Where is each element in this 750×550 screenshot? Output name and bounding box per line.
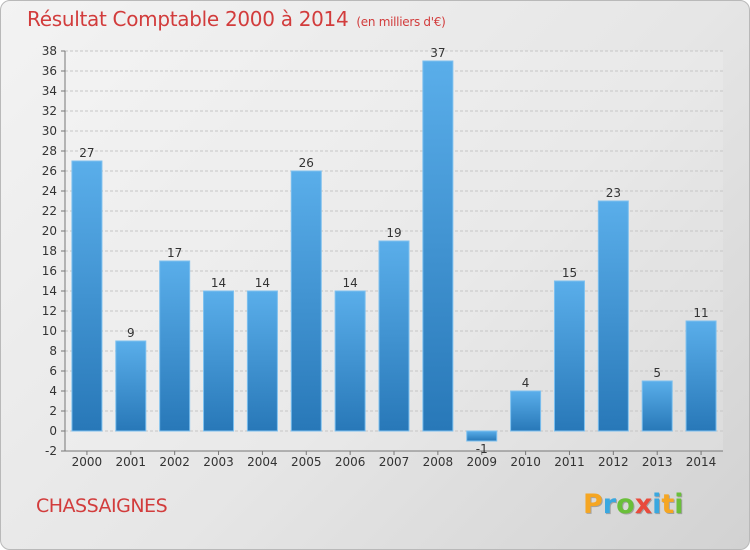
- logo-letter: i: [674, 489, 684, 520]
- bar-2003: [203, 290, 235, 432]
- bar: [246, 290, 278, 432]
- data-label: 4: [522, 376, 530, 390]
- data-label: 9: [127, 326, 135, 340]
- x-tick-label: 2002: [159, 455, 190, 469]
- bar-2001: [115, 340, 147, 432]
- logo-letter: o: [616, 489, 635, 520]
- bar-2012: [597, 200, 629, 432]
- data-label: 23: [606, 186, 621, 200]
- y-tick-label: 4: [49, 384, 57, 398]
- x-tick-label: 2012: [598, 455, 629, 469]
- bar-2000: [71, 160, 103, 432]
- bar: [290, 170, 322, 432]
- y-tick-label: 16: [42, 264, 57, 278]
- x-tick-label: 2008: [423, 455, 454, 469]
- y-tick-label: 14: [42, 284, 57, 298]
- logo-letter: r: [602, 489, 617, 520]
- x-tick-label: 2013: [642, 455, 673, 469]
- data-label: 27: [79, 146, 94, 160]
- bar-2004: [246, 290, 278, 432]
- y-tick-label: 2: [49, 404, 57, 418]
- bar: [685, 320, 717, 432]
- bar: [115, 340, 147, 432]
- y-tick-label: 38: [42, 44, 57, 58]
- bar-2010: [510, 390, 542, 432]
- logo-letter: t: [661, 489, 675, 520]
- bar: [422, 60, 454, 432]
- bar-2006: [334, 290, 366, 432]
- y-tick-label: 28: [42, 144, 57, 158]
- y-tick-label: 32: [42, 104, 57, 118]
- data-label: 26: [299, 156, 314, 170]
- bar-2007: [378, 240, 410, 432]
- data-label: 14: [211, 276, 226, 290]
- data-label: -1: [476, 442, 488, 456]
- x-tick-label: 2004: [247, 455, 278, 469]
- y-tick-label: 34: [42, 84, 57, 98]
- bar-2008: [422, 60, 454, 432]
- y-tick-label: 10: [42, 324, 57, 338]
- y-tick-label: 6: [49, 364, 57, 378]
- bar: [597, 200, 629, 432]
- bar-2011: [553, 280, 585, 432]
- y-tick-label: 0: [49, 424, 57, 438]
- data-label: 15: [562, 266, 577, 280]
- chart-subtitle: (en milliers d'€): [356, 15, 446, 29]
- bar: [159, 260, 191, 432]
- y-tick-label: 18: [42, 244, 57, 258]
- logo-letter: P: [583, 489, 603, 520]
- x-tick-label: 2006: [335, 455, 366, 469]
- bar-2002: [159, 260, 191, 432]
- y-tick-label: 30: [42, 124, 57, 138]
- x-tick-label: 2000: [72, 455, 103, 469]
- y-tick-label: -2: [45, 444, 57, 458]
- x-tick-label: 2009: [466, 455, 497, 469]
- x-tick-label: 2007: [379, 455, 410, 469]
- data-label: 37: [430, 46, 445, 60]
- data-label: 14: [255, 276, 270, 290]
- y-tick-label: 36: [42, 64, 57, 78]
- x-tick-label: 2014: [686, 455, 717, 469]
- x-tick-label: 2005: [291, 455, 322, 469]
- proxiti-logo[interactable]: Proxiti: [583, 489, 684, 520]
- data-label: 5: [653, 366, 661, 380]
- y-tick-label: 8: [49, 344, 57, 358]
- x-tick-label: 2001: [116, 455, 147, 469]
- commune-name: CHASSAIGNES: [36, 495, 168, 517]
- logo-letter: x: [634, 489, 653, 520]
- bar: [203, 290, 235, 432]
- bar: [334, 290, 366, 432]
- bar-2005: [290, 170, 322, 432]
- y-tick-label: 20: [42, 224, 57, 238]
- bar: [71, 160, 103, 432]
- y-tick-label: 22: [42, 204, 57, 218]
- chart-title-text: Résultat Comptable 2000 à 2014: [27, 7, 349, 31]
- data-label: 19: [386, 226, 401, 240]
- y-tick-label: 24: [42, 184, 57, 198]
- data-label: 11: [693, 306, 708, 320]
- x-tick-label: 2011: [554, 455, 585, 469]
- bar: [641, 380, 673, 432]
- chart-title: Résultat Comptable 2000 à 2014 (en millie…: [27, 7, 446, 31]
- bar: [466, 430, 498, 442]
- data-label: 14: [342, 276, 357, 290]
- bar-2013: [641, 380, 673, 432]
- bar: [510, 390, 542, 432]
- y-tick-label: 26: [42, 164, 57, 178]
- logo-letter: i: [652, 489, 662, 520]
- bar-2014: [685, 320, 717, 432]
- data-label: 17: [167, 246, 182, 260]
- bar: [378, 240, 410, 432]
- bar-2009: [466, 430, 498, 442]
- bar: [553, 280, 585, 432]
- x-tick-label: 2010: [510, 455, 541, 469]
- x-tick-label: 2003: [203, 455, 234, 469]
- y-tick-label: 12: [42, 304, 57, 318]
